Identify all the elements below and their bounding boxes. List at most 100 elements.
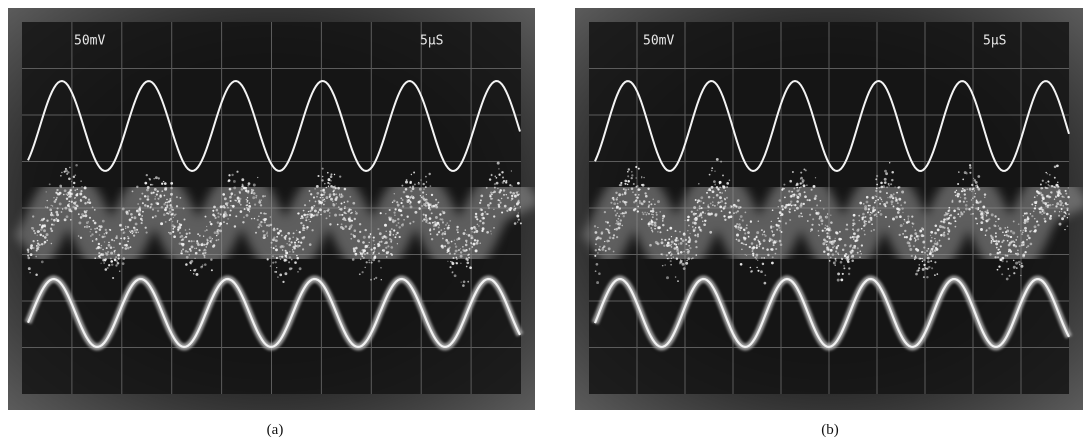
noise-speck — [251, 218, 252, 219]
noise-speck — [862, 213, 865, 216]
noise-speck — [475, 216, 478, 219]
noise-speck — [738, 223, 741, 226]
noise-speck — [916, 235, 918, 237]
noise-speck — [447, 241, 450, 244]
noise-speck — [638, 168, 640, 170]
noise-speck — [426, 199, 428, 201]
noise-speck — [518, 212, 519, 213]
noise-speck — [803, 184, 806, 187]
noise-speck — [998, 218, 1000, 220]
noise-speck — [615, 223, 616, 224]
noise-speck — [609, 241, 610, 242]
noise-speck — [900, 204, 902, 206]
noise-speck — [983, 206, 985, 208]
noise-speck — [1021, 242, 1023, 244]
noise-speck — [206, 226, 207, 227]
noise-speck — [953, 210, 956, 213]
noise-speck — [641, 203, 644, 206]
noise-speck — [294, 242, 296, 244]
noise-speck — [1067, 217, 1068, 218]
noise-speck — [1018, 223, 1020, 225]
noise-speck — [825, 216, 828, 219]
noise-speck — [172, 231, 174, 233]
noise-speck — [817, 212, 820, 215]
noise-speck — [228, 174, 230, 176]
noise-speck — [481, 213, 484, 216]
noise-speck — [289, 238, 291, 240]
noise-speck — [254, 218, 256, 220]
noise-speck — [931, 237, 932, 238]
noise-speck — [712, 190, 715, 193]
noise-speck — [435, 204, 437, 206]
noise-speck — [297, 271, 298, 272]
noise-speck — [871, 223, 873, 225]
noise-speck — [943, 221, 946, 224]
noise-speck — [474, 228, 476, 230]
noise-speck — [33, 240, 35, 242]
noise-speck — [39, 231, 40, 232]
noise-speck — [1015, 253, 1017, 255]
noise-speck — [964, 197, 967, 200]
noise-speck — [598, 272, 601, 275]
noise-speck — [637, 210, 639, 212]
noise-speck — [488, 207, 490, 209]
noise-speck — [651, 210, 654, 213]
noise-speck — [279, 274, 282, 277]
noise-speck — [995, 236, 997, 238]
noise-speck — [363, 249, 366, 252]
noise-speck — [944, 219, 945, 220]
noise-speck — [490, 231, 491, 232]
noise-speck — [1061, 196, 1063, 198]
noise-speck — [44, 236, 47, 239]
noise-speck — [344, 206, 346, 208]
noise-speck — [869, 217, 872, 220]
noise-speck — [198, 249, 200, 251]
noise-speck — [937, 229, 940, 232]
noise-speck — [622, 200, 624, 202]
noise-speck — [730, 215, 733, 218]
noise-speck — [923, 240, 926, 243]
noise-speck — [692, 222, 695, 225]
noise-speck — [516, 191, 518, 193]
noise-speck — [46, 220, 48, 222]
noise-speck — [987, 209, 989, 211]
noise-speck — [355, 253, 358, 256]
noise-speck — [968, 208, 970, 210]
noise-speck — [454, 274, 457, 277]
noise-speck — [636, 185, 638, 187]
noise-speck — [457, 231, 459, 233]
noise-speck — [129, 230, 131, 232]
noise-speck — [775, 224, 777, 226]
noise-speck — [662, 265, 664, 267]
noise-speck — [46, 191, 47, 192]
noise-speck — [775, 253, 777, 255]
noise-speck — [125, 228, 126, 229]
noise-speck — [74, 203, 76, 205]
noise-speck — [212, 214, 215, 217]
noise-speck — [771, 239, 774, 242]
noise-speck — [79, 193, 82, 196]
noise-speck — [856, 236, 859, 239]
noise-speck — [37, 235, 38, 236]
noise-speck — [235, 200, 236, 201]
noise-speck — [758, 220, 759, 221]
noise-speck — [891, 179, 893, 181]
noise-speck — [982, 218, 984, 220]
noise-speck — [410, 190, 412, 192]
noise-speck — [354, 218, 356, 220]
noise-speck — [791, 205, 793, 207]
noise-speck — [392, 219, 395, 222]
noise-speck — [680, 242, 683, 245]
noise-speck — [435, 199, 437, 201]
noise-speck — [631, 177, 633, 179]
noise-speck — [811, 208, 813, 210]
noise-speck — [84, 202, 86, 204]
noise-speck — [46, 207, 48, 209]
noise-speck — [647, 188, 649, 190]
noise-speck — [96, 238, 97, 239]
noise-speck — [452, 271, 454, 273]
noise-speck — [893, 193, 895, 195]
noise-speck — [214, 231, 217, 234]
noise-speck — [391, 254, 393, 256]
noise-speck — [119, 243, 121, 245]
